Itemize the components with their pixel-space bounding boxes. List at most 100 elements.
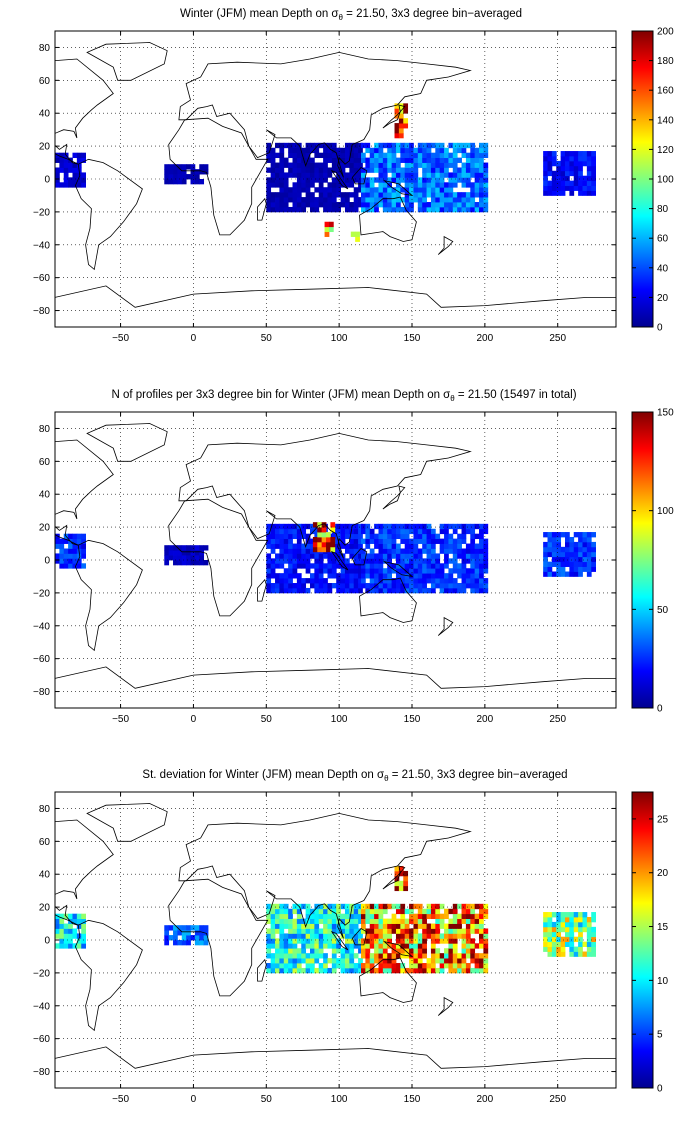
data-cell [578, 551, 583, 558]
data-cell [279, 206, 285, 213]
data-cell [400, 923, 406, 929]
data-cell [331, 177, 337, 183]
data-cell [374, 553, 379, 559]
data-cell [417, 933, 423, 939]
data-cell [81, 182, 86, 188]
data-cell [68, 543, 73, 549]
data-cell [470, 187, 476, 193]
data-cell [479, 903, 484, 910]
data-cell [479, 142, 484, 149]
data-cell [59, 167, 65, 173]
data-cell [457, 963, 462, 969]
data-cell [547, 946, 553, 952]
data-cell [326, 536, 331, 543]
data-cell [470, 578, 476, 584]
data-cell [391, 538, 397, 544]
data-cell [314, 558, 320, 564]
colorbar-gradient [631, 411, 654, 709]
data-cell [63, 938, 69, 944]
data-cell [474, 167, 480, 173]
data-cell [358, 177, 363, 183]
data-cell [318, 563, 324, 569]
data-cell [344, 543, 350, 549]
data-cell [465, 523, 471, 530]
data-cell [387, 553, 392, 559]
data-cell [470, 918, 476, 924]
data-cell [474, 157, 480, 163]
data-cell [395, 548, 401, 554]
data-cell [444, 963, 449, 969]
data-cell [582, 916, 588, 923]
data-cell [81, 538, 86, 544]
data-cell [413, 923, 419, 929]
data-cell [177, 550, 183, 556]
data-cell [55, 918, 60, 924]
data-cell [288, 938, 293, 944]
data-cell [181, 925, 187, 931]
data-cell [474, 192, 480, 198]
data-cell [439, 548, 445, 554]
data-cell [413, 197, 419, 203]
data-cell [344, 202, 350, 208]
data-cell [194, 169, 200, 175]
data-cell [543, 180, 548, 186]
data-cell [68, 563, 73, 569]
data-cell [283, 967, 289, 974]
y-tick-label: 60 [39, 837, 51, 848]
data-cell [448, 573, 454, 579]
data-cell [358, 543, 363, 549]
data-cell [323, 963, 328, 969]
data-cell [301, 578, 307, 584]
data-cell [194, 940, 200, 946]
data-cell [413, 928, 419, 934]
data-cell [417, 206, 423, 213]
data-cell [378, 918, 384, 924]
data-cell [270, 523, 276, 530]
data-cell [344, 933, 350, 939]
data-cell [301, 553, 307, 559]
data-cell [266, 543, 272, 549]
data-cell [448, 202, 454, 208]
data-cell [275, 142, 280, 149]
data-cell [353, 528, 359, 535]
data-cell [430, 142, 436, 149]
data-cell [378, 903, 384, 910]
data-cell [305, 923, 311, 929]
data-cell [164, 174, 170, 180]
data-cell [168, 550, 174, 556]
data-cell [331, 928, 337, 934]
data-cell [296, 197, 302, 203]
data-cell [404, 587, 410, 594]
data-cell [270, 568, 276, 574]
data-cell [283, 157, 289, 163]
data-cell [358, 918, 363, 924]
data-cell [461, 182, 467, 188]
data-cell [340, 568, 346, 574]
data-cell [586, 541, 592, 548]
data-cell [452, 553, 458, 559]
data-cell [365, 913, 371, 920]
data-cell [417, 583, 423, 589]
data-cell [391, 172, 397, 178]
data-cell [190, 169, 196, 175]
y-tick-label: −80 [33, 306, 50, 317]
data-cell [349, 563, 355, 569]
data-cell [591, 551, 596, 558]
data-cell [76, 923, 82, 929]
data-cell [591, 931, 596, 938]
data-cell [279, 553, 285, 559]
data-cell [430, 923, 436, 929]
data-cell [369, 182, 375, 188]
data-cell [413, 903, 419, 910]
data-cell [177, 545, 183, 551]
data-cell [591, 946, 596, 952]
data-cell [361, 528, 366, 535]
data-cell [560, 946, 566, 952]
data-cell [327, 147, 333, 154]
data-cell [59, 157, 65, 163]
data-cell [439, 192, 445, 198]
data-cell [283, 903, 289, 910]
coastline [168, 117, 269, 236]
data-cell [68, 548, 73, 554]
data-cell [336, 958, 341, 964]
